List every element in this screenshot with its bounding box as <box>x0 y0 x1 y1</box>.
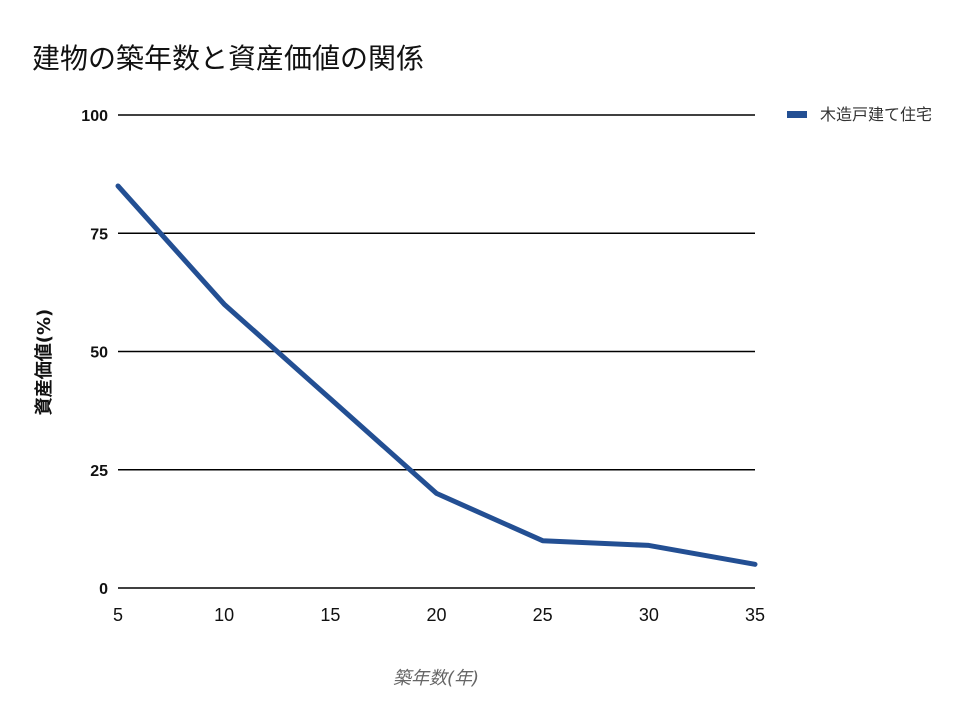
x-tick-label: 15 <box>320 605 340 625</box>
y-axis-label: 資産価値(%) <box>33 309 55 416</box>
x-tick-label: 10 <box>214 605 234 625</box>
x-tick-label: 5 <box>113 605 123 625</box>
x-tick-label: 35 <box>745 605 765 625</box>
y-tick-label: 75 <box>90 226 108 243</box>
x-tick-label: 25 <box>533 605 553 625</box>
legend-swatch <box>787 111 807 118</box>
grid-lines <box>118 114 755 589</box>
series-line-wooden-house <box>115 183 758 567</box>
x-axis-ticks: 5 10 15 20 25 30 35 <box>113 605 765 625</box>
y-axis-ticks: 0 25 50 75 100 <box>81 108 108 598</box>
y-tick-label: 50 <box>90 345 108 362</box>
y-tick-label: 100 <box>81 108 108 125</box>
x-tick-label: 20 <box>426 605 446 625</box>
legend-label: 木造戸建て住宅 <box>820 105 932 124</box>
x-axis-label: 築年数(年) <box>393 668 479 689</box>
y-tick-label: 25 <box>90 463 108 480</box>
chart-title: 建物の築年数と資産価値の関係 <box>32 42 424 75</box>
x-tick-label: 30 <box>639 605 659 625</box>
y-tick-label: 0 <box>99 581 108 598</box>
